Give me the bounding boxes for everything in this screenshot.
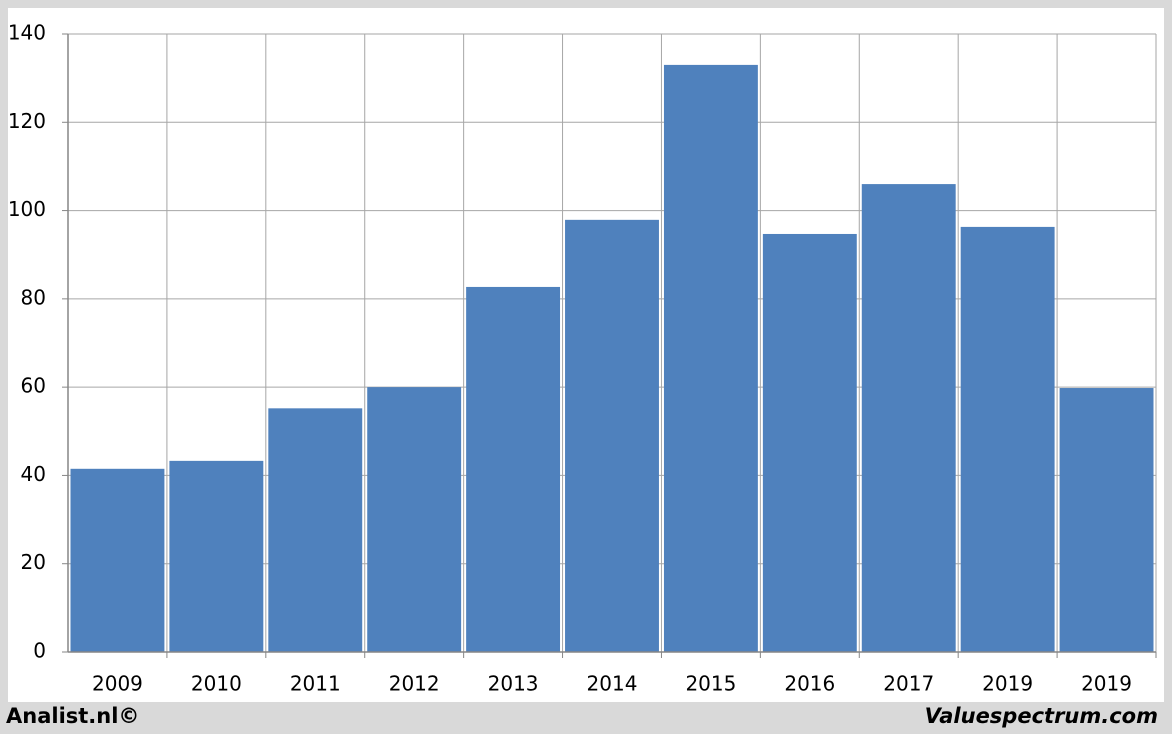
- bar: [70, 468, 165, 652]
- x-tick-label: 2011: [290, 672, 341, 696]
- bar: [169, 460, 264, 652]
- y-tick-label: 0: [33, 639, 46, 663]
- y-tick-label: 120: [8, 109, 46, 133]
- y-tick-label: 40: [21, 462, 46, 486]
- x-tick-label: 2010: [191, 672, 242, 696]
- bar: [762, 233, 857, 652]
- x-tick-label: 2019: [982, 672, 1033, 696]
- y-tick-label: 20: [21, 550, 46, 574]
- y-tick-label: 100: [8, 197, 46, 221]
- x-tick-label: 2017: [883, 672, 934, 696]
- footer-right: Valuespectrum.com: [925, 704, 1158, 728]
- bar: [466, 286, 561, 652]
- footer-left: Analist.nl©: [6, 704, 139, 728]
- y-tick-label: 60: [21, 374, 46, 398]
- bar: [565, 219, 659, 652]
- x-tick-label: 2009: [92, 672, 143, 696]
- bar: [1059, 388, 1154, 652]
- bar: [663, 64, 758, 652]
- y-tick-label: 80: [21, 285, 46, 309]
- bar: [268, 408, 363, 652]
- bar: [960, 226, 1055, 652]
- x-tick-label: 2012: [389, 672, 440, 696]
- bar: [367, 387, 462, 652]
- x-tick-label: 2014: [587, 672, 638, 696]
- x-tick-label: 2019: [1081, 672, 1132, 696]
- x-tick-label: 2016: [784, 672, 835, 696]
- y-tick-label: 140: [8, 21, 46, 45]
- x-tick-label: 2015: [685, 672, 736, 696]
- bar: [861, 184, 956, 653]
- x-tick-label: 2013: [488, 672, 539, 696]
